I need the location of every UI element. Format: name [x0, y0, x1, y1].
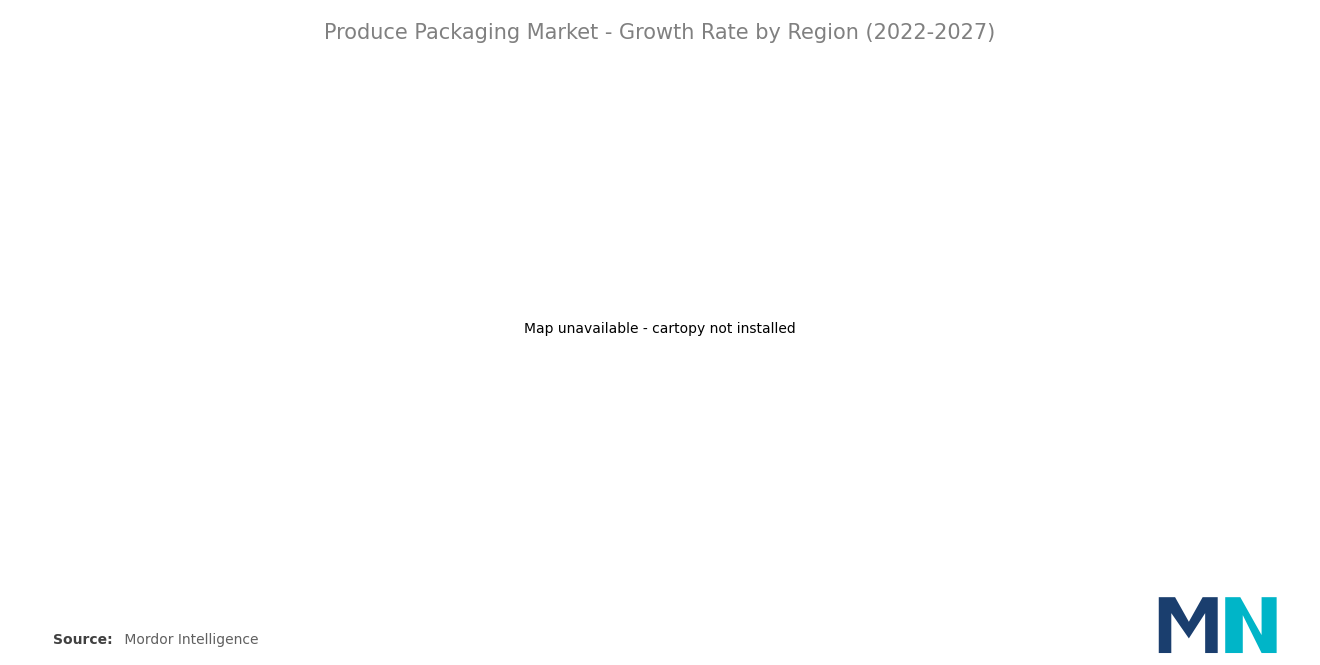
Text: Map unavailable - cartopy not installed: Map unavailable - cartopy not installed — [524, 322, 796, 336]
Text: Mordor Intelligence: Mordor Intelligence — [120, 632, 259, 647]
Text: Source:: Source: — [53, 632, 112, 647]
Polygon shape — [1225, 597, 1276, 653]
Text: Produce Packaging Market - Growth Rate by Region (2022-2027): Produce Packaging Market - Growth Rate b… — [325, 23, 995, 43]
Polygon shape — [1159, 597, 1217, 653]
